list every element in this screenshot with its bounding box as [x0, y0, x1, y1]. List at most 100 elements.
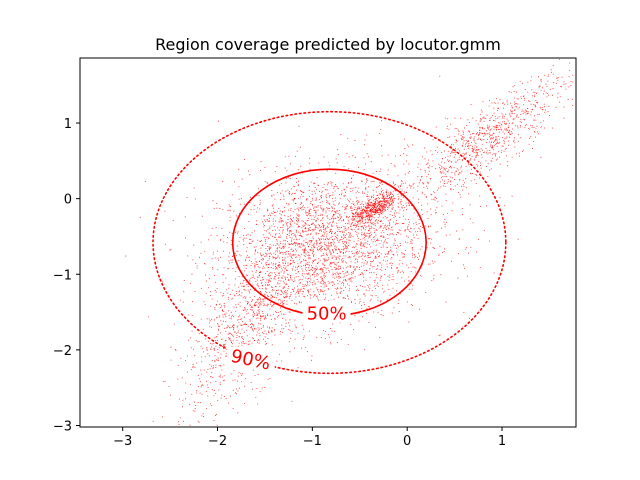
scatter-point: [251, 388, 253, 390]
scatter-point: [456, 168, 458, 170]
scatter-point: [320, 276, 322, 278]
scatter-point: [431, 194, 433, 196]
scatter-point: [488, 152, 490, 154]
scatter-point: [479, 129, 481, 131]
scatter-point: [185, 382, 187, 384]
scatter-point: [311, 244, 313, 246]
scatter-point: [246, 275, 249, 277]
scatter-point: [289, 243, 291, 245]
scatter-point: [332, 207, 334, 210]
scatter-point: [386, 263, 388, 265]
scatter-point: [189, 383, 192, 385]
scatter-point: [323, 258, 325, 260]
scatter-point: [215, 413, 218, 415]
scatter-point: [308, 240, 310, 242]
scatter-point: [180, 357, 182, 359]
scatter-point: [380, 191, 383, 193]
scatter-point: [283, 259, 285, 261]
scatter-point: [309, 269, 311, 271]
scatter-point: [229, 210, 231, 212]
scatter-point: [257, 283, 259, 285]
scatter-point: [351, 218, 353, 220]
scatter-point: [262, 223, 264, 225]
scatter-point: [256, 276, 259, 278]
scatter-point: [504, 138, 506, 140]
scatter-point: [204, 250, 206, 252]
scatter-point: [426, 185, 428, 187]
scatter-point: [228, 310, 230, 312]
scatter-point: [275, 311, 277, 313]
scatter-point: [320, 235, 322, 237]
scatter-point: [362, 254, 364, 256]
scatter-point: [308, 258, 310, 260]
scatter-point: [481, 154, 483, 156]
scatter-point: [247, 343, 249, 346]
scatter-point: [514, 142, 516, 144]
scatter-point: [231, 194, 233, 196]
scatter-point: [310, 279, 312, 281]
scatter-point: [323, 238, 325, 240]
scatter-point: [258, 340, 260, 342]
scatter-point: [352, 190, 354, 192]
scatter-point: [308, 265, 310, 267]
scatter-point: [296, 213, 298, 215]
scatter-point: [299, 278, 301, 280]
scatter-point: [388, 196, 391, 198]
scatter-point: [391, 193, 393, 196]
scatter-point: [251, 328, 254, 330]
scatter-point: [325, 235, 327, 237]
scatter-point: [275, 323, 277, 325]
scatter-point: [232, 379, 234, 381]
scatter-point: [192, 348, 195, 350]
scatter-point: [283, 291, 286, 293]
scatter-point: [260, 254, 262, 256]
scatter-point: [382, 227, 384, 229]
scatter-point: [408, 171, 410, 173]
scatter-point: [517, 134, 520, 136]
scatter-point: [523, 104, 525, 106]
scatter-point: [501, 145, 503, 147]
scatter-point: [538, 86, 540, 88]
scatter-point: [246, 300, 248, 303]
scatter-point: [270, 277, 273, 279]
scatter-point: [327, 201, 329, 203]
scatter-point: [328, 210, 330, 212]
scatter-point: [261, 387, 263, 389]
scatter-point: [357, 225, 360, 227]
scatter-point: [376, 187, 378, 189]
scatter-point: [462, 229, 464, 231]
scatter-point: [367, 285, 369, 287]
scatter-point: [452, 177, 454, 179]
scatter-point: [295, 216, 297, 218]
scatter-point: [415, 255, 417, 258]
scatter-point: [552, 88, 554, 90]
scatter-point: [232, 335, 234, 337]
scatter-point: [356, 231, 358, 233]
scatter-point: [357, 228, 359, 230]
scatter-point: [490, 116, 492, 118]
scatter-point: [440, 151, 442, 153]
scatter-point: [548, 114, 551, 117]
scatter-point: [283, 328, 285, 330]
scatter-point: [379, 207, 381, 209]
scatter-point: [313, 253, 315, 255]
scatter-point: [255, 318, 257, 320]
scatter-point: [462, 189, 464, 191]
scatter-point: [476, 251, 478, 253]
scatter-point: [404, 182, 406, 184]
scatter-point: [335, 264, 337, 266]
scatter-point: [378, 227, 380, 229]
scatter-point: [231, 327, 233, 329]
scatter-point: [215, 317, 218, 319]
scatter-point: [540, 156, 542, 158]
scatter-point: [556, 77, 558, 79]
scatter-point: [417, 163, 419, 165]
scatter-point: [479, 164, 481, 166]
scatter-point: [374, 200, 377, 202]
scatter-point: [245, 342, 247, 344]
scatter-point: [239, 324, 241, 326]
scatter-point: [479, 195, 481, 197]
scatter-point: [403, 253, 405, 256]
scatter-point: [381, 206, 383, 208]
